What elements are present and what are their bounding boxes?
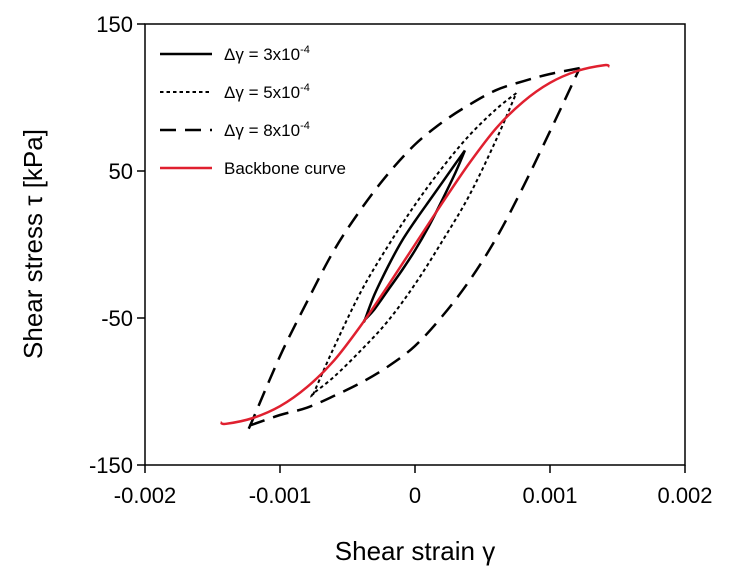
x-axis-title: Shear strain γ	[335, 536, 495, 566]
legend-label-1: Δγ = 3x10-4	[224, 44, 310, 64]
legend-label-3: Δγ = 8x10-4	[224, 120, 310, 140]
x-tick-label: -0.001	[249, 483, 311, 508]
x-tick-label: 0	[409, 483, 421, 508]
legend-label-2: Δγ = 5x10-4	[224, 82, 310, 102]
y-axis: 150 50 -50 -150	[89, 12, 145, 478]
series-line-4	[219, 63, 611, 426]
x-tick-label: 0.001	[522, 483, 577, 508]
y-axis-title: Shear stress τ [kPa]	[18, 129, 48, 359]
y-tick-label: 150	[96, 12, 133, 37]
y-tick-label: 50	[109, 159, 133, 184]
x-tick-label: -0.002	[114, 483, 176, 508]
x-tick-label: 0.002	[657, 483, 712, 508]
series-line-1	[362, 149, 467, 323]
series-line-2	[310, 92, 518, 399]
series-layer	[219, 63, 611, 433]
legend-label-4: Backbone curve	[224, 159, 346, 178]
y-tick-label: -50	[101, 306, 133, 331]
y-tick-label: -150	[89, 453, 133, 478]
legend: Δγ = 3x10-4 Δγ = 5x10-4 Δγ = 8x10-4 Backbon…	[160, 44, 346, 178]
x-axis: -0.002 -0.001 0 0.001 0.002	[114, 465, 713, 508]
